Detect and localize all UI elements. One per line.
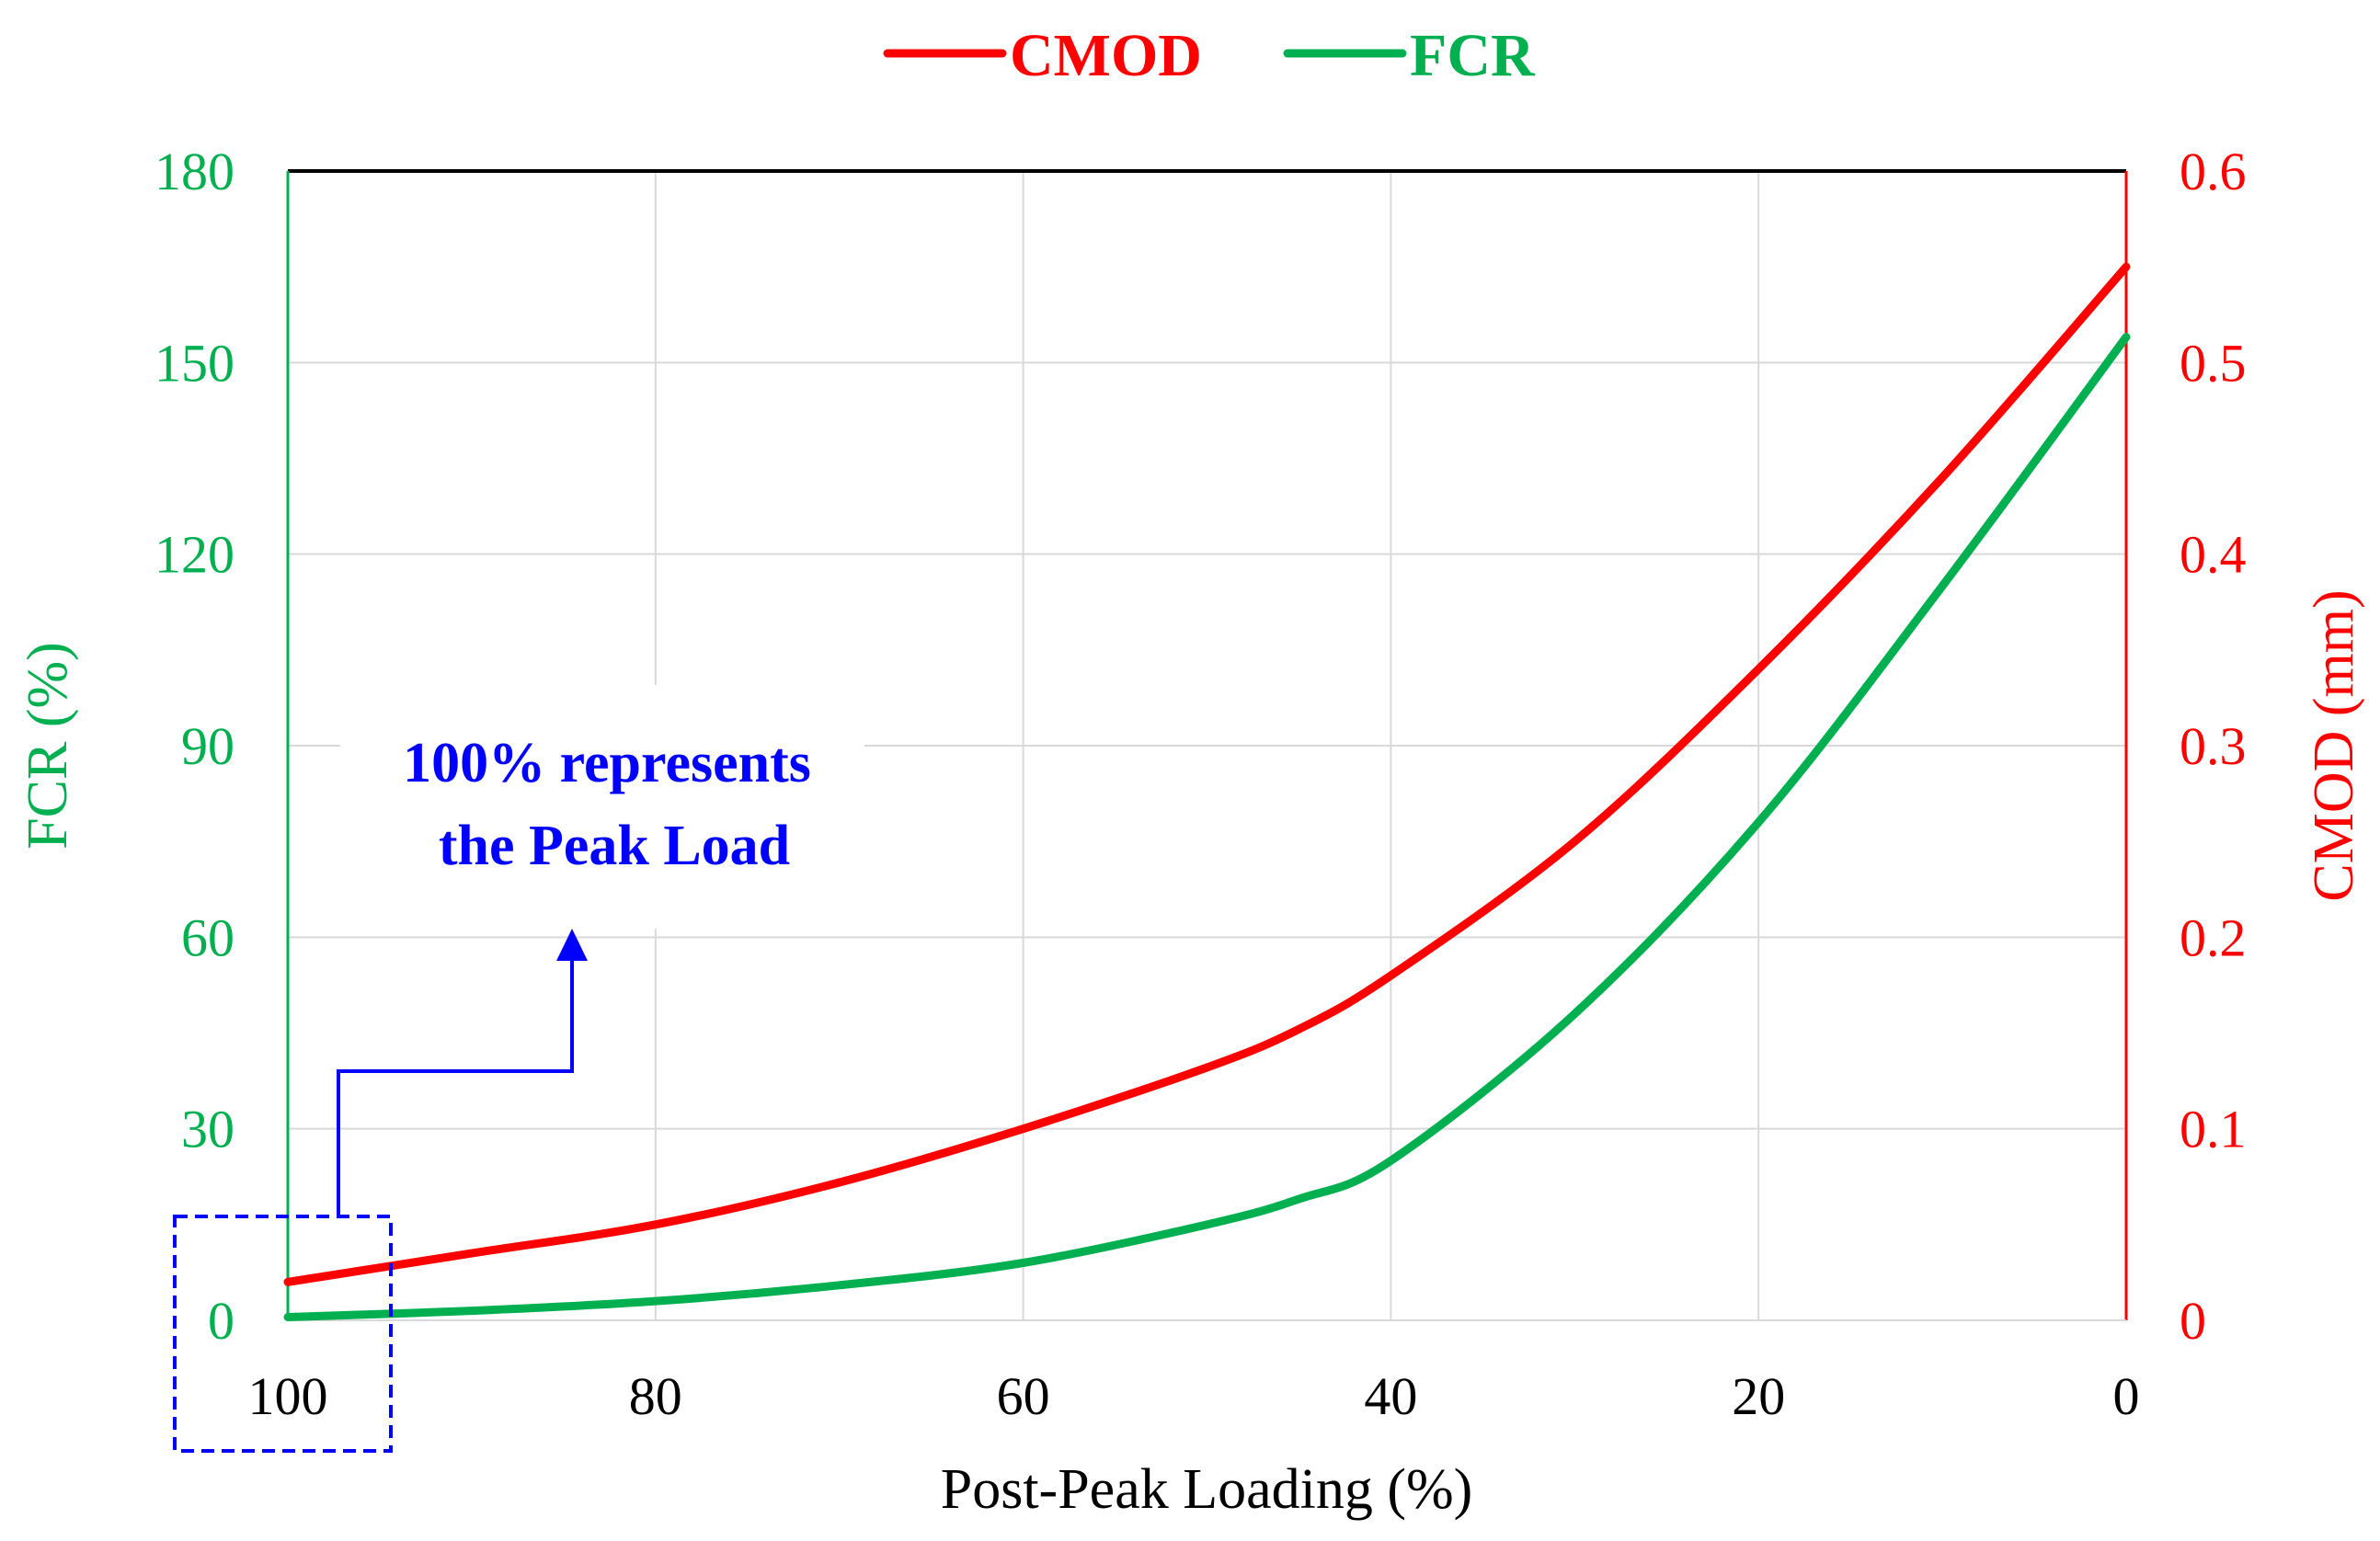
annotation-connector [337,956,574,1216]
y-left-axis-title: FCR (%) [17,642,79,850]
annotation-line-2: the Peak Load [439,815,790,877]
y-right-tick-labels: 0 0.1 0.2 0.3 0.4 0.5 0.6 [2180,142,2247,1351]
x-tick-label: 0 [2113,1366,2140,1426]
y-right-tick-label: 0.1 [2180,1100,2247,1159]
y-right-tick-label: 0.6 [2180,142,2247,201]
y-left-tick-label: 0 [208,1291,235,1351]
y-left-tick-label: 180 [154,142,235,201]
legend: CMOD FCR [883,22,1536,89]
x-tick-label: 100 [248,1366,328,1426]
series-line-cmod [283,262,2131,1286]
x-axis-title: Post-Peak Loading (%) [941,1458,1473,1521]
x-tick-label: 40 [1364,1366,1417,1426]
annotation-arrowhead [556,929,588,961]
series-line-fcr [283,333,2131,1322]
y-left-tick-label: 120 [154,525,235,585]
y-right-tick-label: 0.4 [2180,525,2247,585]
annotation-box-cover [340,685,864,929]
y-left-tick-label: 60 [181,907,235,967]
series-lines [283,262,2131,1322]
y-right-axis-title: CMOD (mm) [2303,589,2365,901]
x-tick-label: 80 [629,1366,682,1426]
annotation-line-1: 100% represents [403,732,811,794]
y-right-tick-label: 0.2 [2180,907,2247,967]
y-right-tick-label: 0.5 [2180,333,2247,393]
x-tick-labels: 100 80 60 40 20 0 [248,1366,2140,1426]
legend-label-cmod: CMOD [1010,22,1202,89]
y-right-tick-label: 0 [2180,1291,2206,1351]
y-left-tick-label: 150 [154,333,235,393]
peak-load-highlight-box [173,1215,393,1453]
y-left-tick-label: 30 [181,1100,235,1159]
x-tick-label: 60 [997,1366,1050,1426]
y-left-tick-labels: 0 30 60 90 120 150 180 [154,142,235,1351]
y-left-tick-label: 90 [181,716,235,776]
x-tick-label: 20 [1732,1366,1785,1426]
peak-load-annotation: 100% represents the Peak Load [173,685,864,1453]
legend-label-fcr: FCR [1410,22,1536,89]
y-right-tick-label: 0.3 [2180,716,2247,776]
